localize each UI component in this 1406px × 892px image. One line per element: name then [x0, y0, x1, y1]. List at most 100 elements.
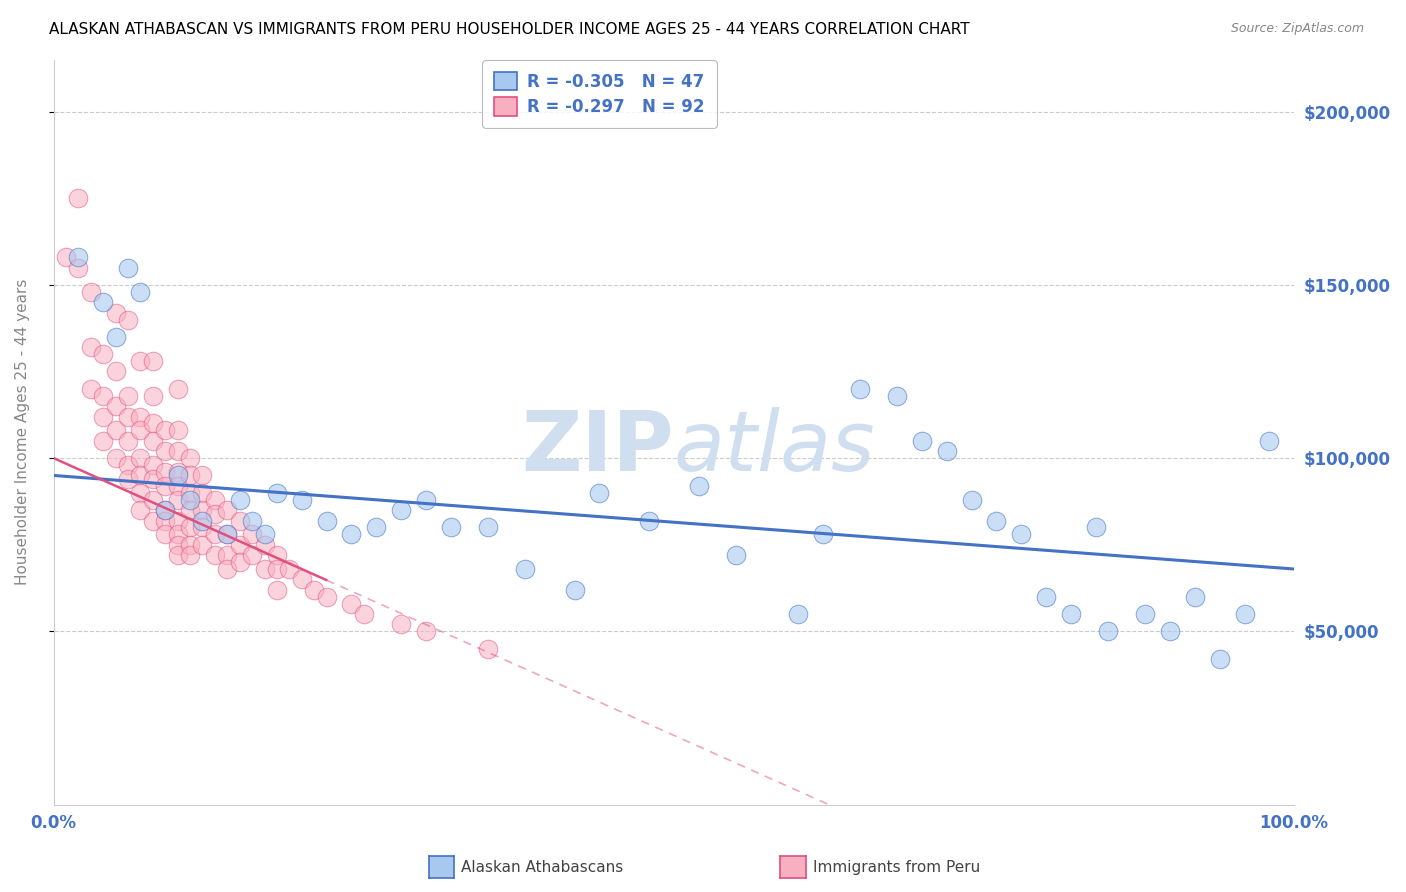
Text: Immigrants from Peru: Immigrants from Peru	[813, 860, 980, 874]
Point	[67, 250, 90, 264]
Point	[179, 520, 201, 534]
Point	[129, 485, 152, 500]
Point	[67, 191, 90, 205]
Point	[191, 468, 214, 483]
Point	[477, 641, 499, 656]
Point	[155, 503, 177, 517]
Legend: R = -0.305   N = 47, R = -0.297   N = 92: R = -0.305 N = 47, R = -0.297 N = 92	[482, 61, 717, 128]
Point	[811, 527, 834, 541]
Point	[1184, 590, 1206, 604]
Point	[315, 514, 337, 528]
Point	[240, 548, 263, 562]
Point	[142, 472, 165, 486]
Point	[166, 492, 188, 507]
Point	[104, 451, 127, 466]
Point	[849, 382, 872, 396]
Point	[80, 382, 103, 396]
Point	[142, 514, 165, 528]
Point	[415, 492, 437, 507]
Point	[366, 520, 388, 534]
Point	[340, 527, 363, 541]
Point	[142, 417, 165, 431]
Point	[217, 562, 239, 576]
Point	[228, 514, 250, 528]
Point	[564, 582, 586, 597]
Point	[104, 364, 127, 378]
Point	[1135, 607, 1157, 621]
Point	[142, 389, 165, 403]
Point	[166, 514, 188, 528]
Point	[91, 347, 114, 361]
Point	[166, 538, 188, 552]
Point	[1233, 607, 1256, 621]
Text: Alaskan Athabascans: Alaskan Athabascans	[461, 860, 623, 874]
Point	[191, 503, 214, 517]
Point	[638, 514, 661, 528]
Point	[104, 424, 127, 438]
Point	[302, 582, 325, 597]
Point	[253, 538, 276, 552]
Point	[129, 285, 152, 299]
Point	[117, 409, 139, 424]
Point	[179, 503, 201, 517]
Point	[179, 538, 201, 552]
Point	[266, 582, 288, 597]
Point	[166, 444, 188, 458]
Point	[204, 492, 226, 507]
Point	[166, 527, 188, 541]
Point	[1159, 624, 1181, 639]
Point	[142, 434, 165, 448]
Point	[588, 485, 610, 500]
Point	[240, 527, 263, 541]
Point	[439, 520, 461, 534]
Point	[278, 562, 301, 576]
Point	[266, 548, 288, 562]
Point	[513, 562, 536, 576]
Point	[129, 409, 152, 424]
Point	[787, 607, 810, 621]
Point	[315, 590, 337, 604]
Point	[155, 479, 177, 493]
Point	[80, 285, 103, 299]
Text: ALASKAN ATHABASCAN VS IMMIGRANTS FROM PERU HOUSEHOLDER INCOME AGES 25 - 44 YEARS: ALASKAN ATHABASCAN VS IMMIGRANTS FROM PE…	[49, 22, 970, 37]
Point	[191, 538, 214, 552]
Point	[55, 250, 77, 264]
Point	[129, 354, 152, 368]
Point	[477, 520, 499, 534]
Point	[179, 492, 201, 507]
Point	[91, 389, 114, 403]
Point	[142, 354, 165, 368]
Point	[204, 548, 226, 562]
Point	[91, 434, 114, 448]
Point	[1010, 527, 1032, 541]
Point	[104, 399, 127, 413]
Point	[155, 514, 177, 528]
Point	[688, 479, 710, 493]
Point	[117, 389, 139, 403]
Point	[117, 312, 139, 326]
Point	[1258, 434, 1281, 448]
Point	[179, 485, 201, 500]
Point	[886, 389, 908, 403]
Point	[166, 424, 188, 438]
Point	[166, 548, 188, 562]
Point	[166, 465, 188, 479]
Point	[155, 444, 177, 458]
Y-axis label: Householder Income Ages 25 - 44 years: Householder Income Ages 25 - 44 years	[15, 279, 30, 585]
Point	[166, 479, 188, 493]
Point	[191, 485, 214, 500]
Point	[1035, 590, 1057, 604]
Text: ZIP: ZIP	[522, 407, 673, 488]
Point	[253, 527, 276, 541]
Point	[291, 492, 314, 507]
Point	[104, 330, 127, 344]
Point	[217, 548, 239, 562]
Point	[80, 340, 103, 354]
Point	[217, 527, 239, 541]
Point	[155, 424, 177, 438]
Point	[253, 562, 276, 576]
Point	[155, 503, 177, 517]
Point	[340, 597, 363, 611]
Point	[960, 492, 983, 507]
Point	[204, 507, 226, 521]
